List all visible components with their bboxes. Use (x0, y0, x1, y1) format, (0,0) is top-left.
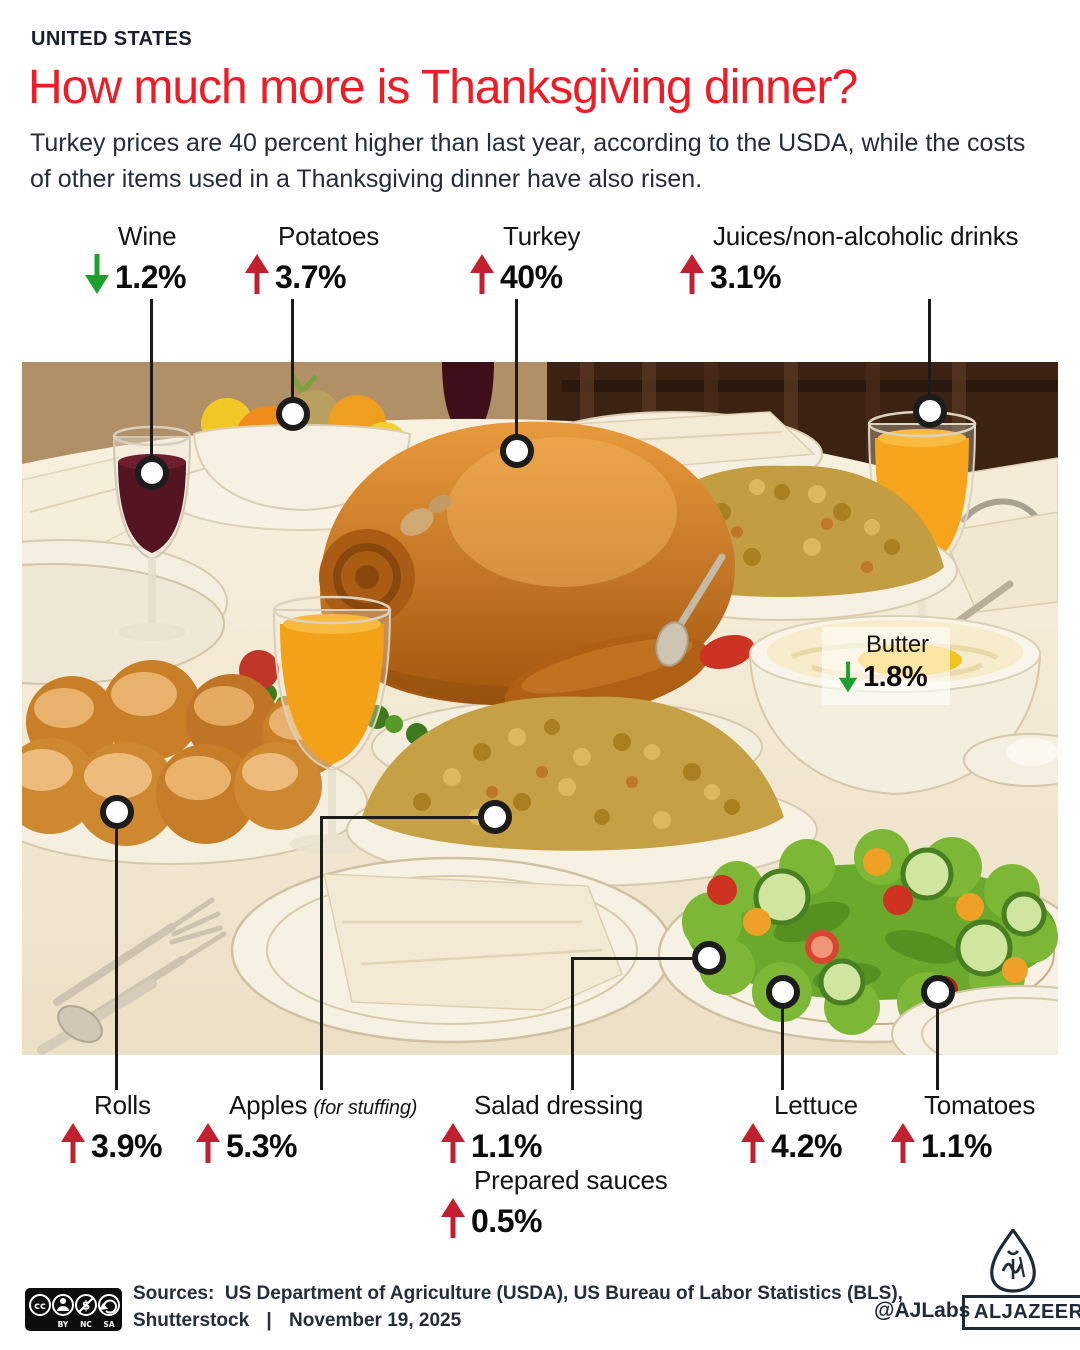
svg-text:cc: cc (34, 1301, 46, 1312)
callout-value: 1.2% (115, 259, 186, 295)
connector-line-turkey (515, 299, 518, 452)
callout-potatoes: Potatoes 3.7% (244, 221, 379, 295)
callout-value: 5.3% (226, 1128, 297, 1164)
callout-value: 1.1% (471, 1128, 542, 1164)
callout-label-note: (for stuffing) (313, 1097, 418, 1119)
connector-line-rolls (115, 812, 118, 1090)
connector-line-salad-dressing-v (571, 957, 574, 1090)
ajlabs-credit: @AJLabs (874, 1299, 971, 1322)
connector-line-apples-v (320, 816, 323, 1090)
marker-dot-apples (478, 800, 512, 834)
wine-glass (112, 425, 192, 641)
marker-dot-wine (135, 456, 169, 490)
marker-dot-potatoes (276, 397, 310, 431)
callout-label: Tomatoes (924, 1090, 1036, 1120)
svg-text:SA: SA (103, 1320, 114, 1329)
callout-turkey: Turkey 40% (469, 221, 580, 295)
callout-label: Salad dressing (474, 1090, 644, 1120)
callout-tomatoes: Tomatoes 1.1% (890, 1090, 1035, 1164)
up-arrow-icon (741, 1123, 765, 1163)
subtitle: Turkey prices are 40 percent higher than… (30, 129, 1026, 193)
marker-dot-turkey (500, 434, 534, 468)
silverware (37, 897, 227, 1055)
separator: | (266, 1309, 272, 1331)
callout-label: Rolls (94, 1090, 151, 1120)
up-arrow-icon (441, 1123, 465, 1163)
up-arrow-icon (470, 254, 494, 294)
callout-rolls: Rolls 3.9% (60, 1090, 162, 1164)
callout-value: 3.9% (91, 1128, 162, 1164)
down-arrow-icon (838, 661, 858, 693)
sources-label: Sources: (133, 1283, 215, 1304)
aljazeera-flame-logo-icon (990, 1229, 1036, 1293)
up-arrow-icon (441, 1198, 465, 1238)
up-arrow-icon (196, 1123, 220, 1163)
up-arrow-icon (61, 1123, 85, 1163)
dinner-rolls-plate (22, 660, 368, 865)
connector-line-tomatoes (936, 992, 939, 1090)
marker-dot-rolls (100, 795, 134, 829)
cherry-tomatoes (707, 848, 1028, 1004)
callout-value: 0.5% (471, 1203, 542, 1239)
callout-value: 4.2% (771, 1128, 842, 1164)
up-arrow-icon (245, 254, 269, 294)
callout-prepared-sauces: Prepared sauces 0.5% (440, 1165, 668, 1239)
callout-salad-dressing: Salad dressing 1.1% (440, 1090, 643, 1164)
callout-wine: Wine 1.2% (84, 221, 186, 295)
marker-dot-salad-dressing (692, 941, 726, 975)
creative-commons-license-icon: cc $ BY NC SA (25, 1288, 122, 1331)
callout-lettuce: Lettuce 4.2% (740, 1090, 858, 1164)
callout-value: 1.8% (863, 661, 928, 693)
serving-spoon (655, 553, 726, 667)
callout-juices: Juices/non-alcoholic drinks 3.1% (679, 221, 1019, 295)
callout-label: Juices/non-alcoholic drinks (713, 221, 1019, 251)
down-arrow-icon (85, 254, 109, 294)
callout-label: Potatoes (278, 221, 380, 251)
connector-line-potatoes (291, 299, 294, 415)
butter-overlay-background (822, 627, 950, 705)
connector-line-apples-h (320, 816, 495, 819)
marker-dot-tomatoes (921, 975, 955, 1009)
callout-value: 3.1% (710, 259, 781, 295)
svg-text:BY: BY (58, 1320, 69, 1329)
callout-label: Butter (866, 631, 929, 658)
callout-label: Lettuce (774, 1090, 858, 1120)
dinner-scene-illustration (22, 362, 1058, 1055)
svg-text:NC: NC (80, 1320, 92, 1329)
place-setting-front (230, 856, 674, 1044)
callout-apples: Apples (for stuffing) 5.3% (195, 1090, 417, 1164)
callout-label: Wine (118, 221, 177, 251)
connector-line-salad-dressing-h (571, 957, 709, 960)
salad-plate (657, 829, 1058, 1044)
aljazeera-wordmark: ALJAZEERA (962, 1295, 1080, 1330)
callout-label: Apples (for stuffing) (229, 1090, 418, 1120)
sources-text: Sources: US Department of Agriculture (U… (133, 1283, 903, 1331)
callout-value: 40% (500, 259, 563, 295)
callout-value: 1.1% (921, 1128, 992, 1164)
callout-value: 3.7% (275, 259, 346, 295)
plate-stack-left (22, 539, 228, 685)
callout-label: Prepared sauces (474, 1165, 668, 1195)
kicker: UNITED STATES (31, 28, 193, 50)
up-arrow-icon (680, 254, 704, 294)
page-title: How much more is Thanksgiving dinner? (28, 61, 858, 114)
callout-label: Turkey (503, 221, 581, 251)
connector-line-juices (928, 299, 931, 412)
marker-dot-juices (913, 394, 947, 428)
up-arrow-icon (891, 1123, 915, 1163)
orange-juice-glass-center (272, 595, 392, 854)
connector-line-lettuce (781, 992, 784, 1090)
thanksgiving-dinner-photo (22, 362, 1058, 1055)
cucumber-slices (753, 847, 1047, 1006)
callout-butter: Butter 1.8% (838, 631, 929, 694)
marker-dot-lettuce (766, 975, 800, 1009)
connector-line-wine (150, 299, 153, 473)
publish-date: November 19, 2025 (289, 1309, 462, 1331)
